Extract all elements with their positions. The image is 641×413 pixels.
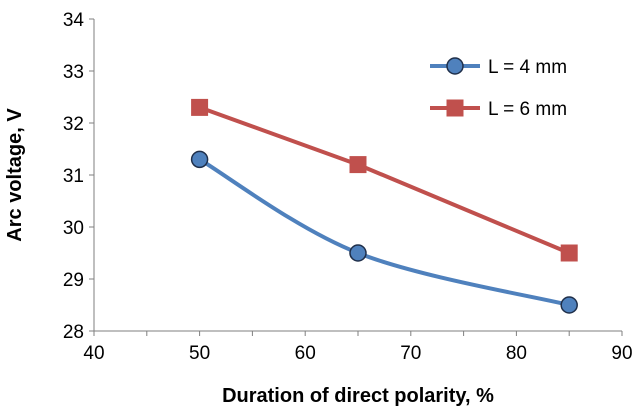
x-tick-label: 60 — [295, 343, 316, 364]
data-point — [190, 150, 209, 169]
legend-marker — [446, 99, 464, 117]
x-tick-label: 40 — [83, 343, 104, 364]
series-line — [198, 157, 570, 307]
axes: 40 50 60 70 80 90 28 29 30 31 32 33 34 — [63, 10, 633, 364]
y-tick-label: 28 — [63, 322, 84, 343]
series-1 — [190, 150, 578, 314]
y-axis-title: Arc voltage, V — [4, 108, 26, 242]
y-tick-label: 34 — [63, 10, 85, 31]
legend: L = 4 mm L = 6 mm — [430, 57, 567, 120]
legend-label: L = 4 mm — [488, 57, 567, 78]
x-tick-label: 70 — [400, 343, 421, 364]
data-point — [560, 244, 578, 262]
y-tick-label: 32 — [63, 114, 84, 135]
x-tick-label: 90 — [611, 343, 632, 364]
y-tick-label: 31 — [63, 166, 84, 187]
y-tick-label: 30 — [63, 218, 84, 239]
series-line — [198, 105, 570, 255]
x-axis-title: Duration of direct polarity, % — [222, 385, 494, 407]
x-tick-label: 50 — [189, 343, 210, 364]
data-point — [191, 98, 209, 116]
x-tick-label: 80 — [506, 343, 527, 364]
y-tick-label: 29 — [63, 270, 84, 291]
data-point — [560, 296, 578, 314]
legend-marker — [446, 57, 464, 75]
series-2 — [191, 98, 578, 262]
legend-item: L = 4 mm — [430, 57, 567, 78]
data-point — [349, 244, 367, 262]
data-point — [349, 156, 367, 174]
y-tick-label: 33 — [63, 62, 84, 83]
series-layer — [190, 98, 578, 314]
legend-item: L = 6 mm — [430, 99, 567, 120]
legend-label: L = 6 mm — [488, 99, 567, 120]
